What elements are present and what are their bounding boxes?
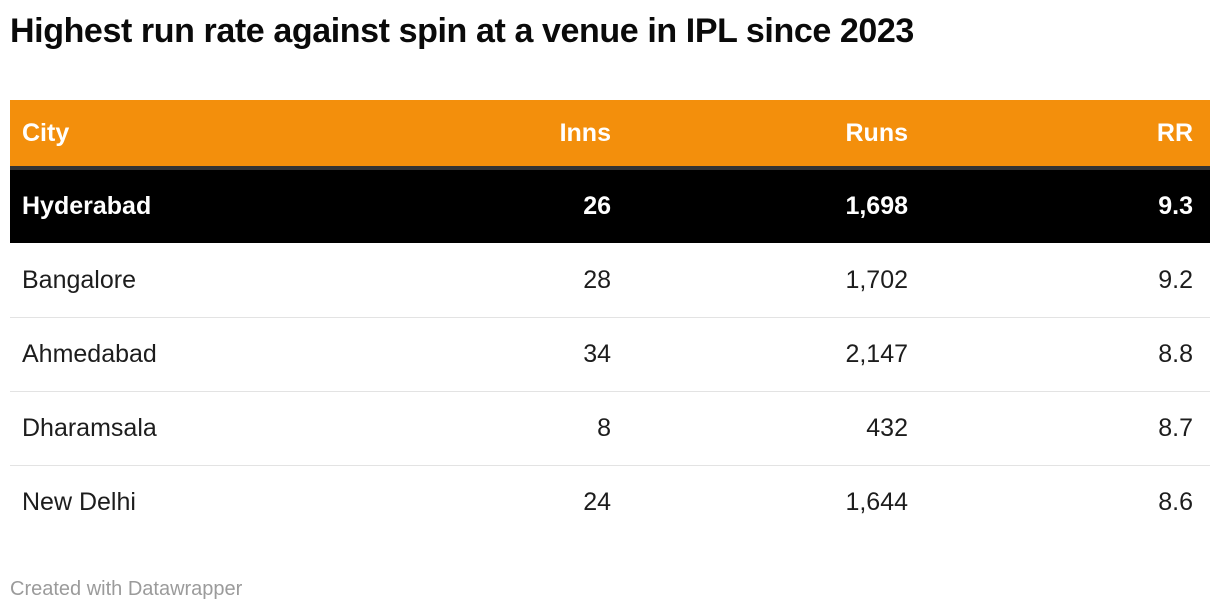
table-row: New Delhi 24 1,644 8.6 — [10, 465, 1210, 539]
column-header-inns: Inns — [559, 118, 611, 147]
cell-runs: 1,698 — [845, 192, 908, 220]
table-row: Ahmedabad 34 2,147 8.8 — [10, 317, 1210, 391]
cell-inns: 34 — [583, 340, 611, 368]
page-title: Highest run rate against spin at a venue… — [10, 12, 914, 50]
cell-city: Bangalore — [22, 265, 136, 294]
cell-city: New Delhi — [22, 488, 136, 516]
table-row: Dharamsala 8 432 8.7 — [10, 391, 1210, 465]
table-header-row: City Inns Runs RR — [10, 100, 1210, 170]
venue-runrate-table: City Inns Runs RR Hyderabad 26 1,698 9.3… — [10, 100, 1210, 539]
cell-rr: 9.3 — [1158, 192, 1193, 220]
cell-city: Ahmedabad — [22, 340, 157, 368]
footer: Created with Datawrapper — [10, 578, 242, 601]
cell-inns: 28 — [583, 265, 611, 294]
column-header-runs: Runs — [845, 118, 909, 147]
table-row: Bangalore 28 1,702 9.2 — [10, 243, 1210, 317]
datawrapper-credit-link[interactable]: Created with Datawrapper — [10, 578, 243, 600]
cell-rr: 9.2 — [1158, 265, 1193, 294]
cell-city: Dharamsala — [22, 414, 157, 442]
cell-runs: 2,147 — [845, 340, 908, 368]
cell-runs: 432 — [866, 414, 908, 442]
table-row: Hyderabad 26 1,698 9.3 — [10, 170, 1210, 243]
cell-runs: 1,644 — [845, 488, 908, 516]
column-header-city: City — [22, 118, 70, 147]
cell-runs: 1,702 — [845, 265, 908, 294]
column-header-rr: RR — [1156, 118, 1193, 147]
cell-inns: 26 — [583, 192, 611, 220]
cell-inns: 24 — [583, 488, 611, 516]
cell-rr: 8.6 — [1158, 488, 1193, 516]
cell-rr: 8.8 — [1158, 340, 1193, 368]
cell-city: Hyderabad — [22, 192, 152, 220]
table-body: Hyderabad 26 1,698 9.3 Bangalore 28 1,70… — [10, 170, 1210, 539]
cell-inns: 8 — [597, 414, 611, 442]
cell-rr: 8.7 — [1158, 414, 1193, 442]
